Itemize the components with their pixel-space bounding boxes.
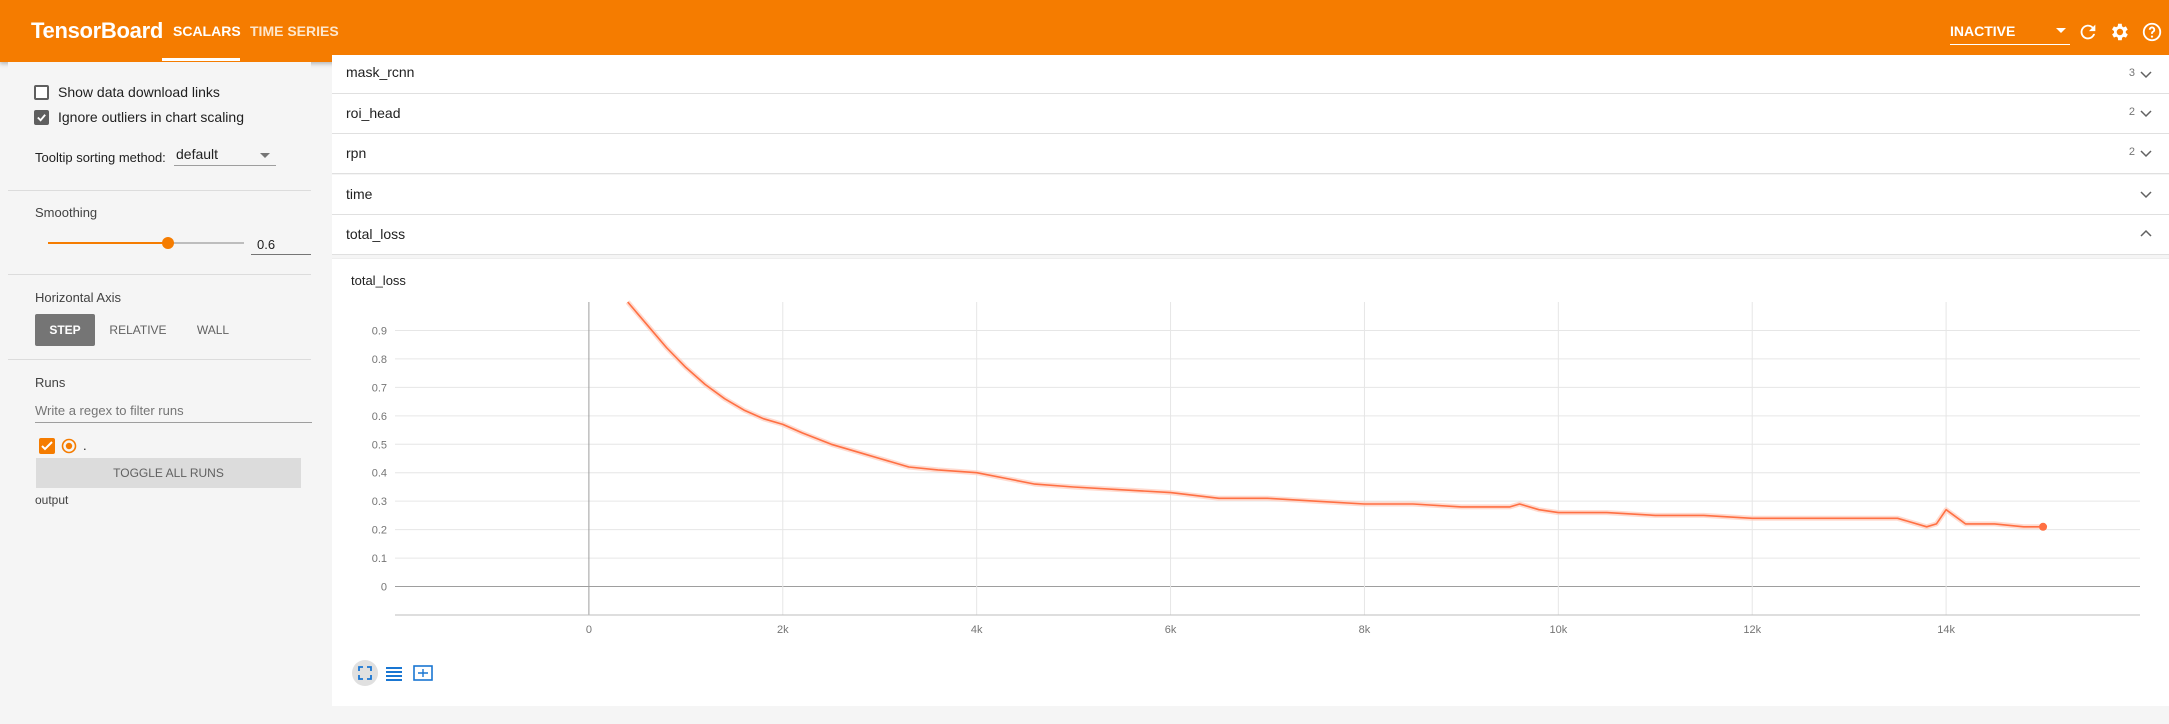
group-row-roi-head[interactable]: roi_head 2 <box>332 94 2169 134</box>
chevron-down-icon <box>2140 150 2152 158</box>
top-app-bar: TensorBoard SCALARS TIME SERIES INACTIVE <box>0 0 2169 62</box>
smoothing-value: 0.6 <box>257 237 276 252</box>
y-tick-label: 0.1 <box>372 553 387 565</box>
y-tick-label: 0.7 <box>372 382 387 394</box>
status-dropdown[interactable]: INACTIVE <box>1950 20 2070 45</box>
chevron-down-icon <box>2140 110 2152 118</box>
smoothing-heading: Smoothing <box>35 205 98 220</box>
y-tick-label: 0.4 <box>372 468 387 480</box>
runs-heading: Runs <box>35 375 66 390</box>
scalar-card <box>332 258 2169 706</box>
ignore-outliers-label: Ignore outliers in chart scaling <box>58 109 244 125</box>
line-chart[interactable]: 0 0.1 0.2 0.3 0.4 0.5 0.6 0.7 0.8 0.9 0 2k 4k 6k 8k 10k… <box>340 290 2160 660</box>
group-name: total_loss <box>346 226 406 242</box>
refresh-icon[interactable] <box>2077 21 2099 43</box>
group-count: 3 <box>2128 67 2135 79</box>
run-checkbox[interactable] <box>39 438 55 454</box>
chevron-down-icon <box>260 153 270 158</box>
toggle-y-log-icon[interactable] <box>381 660 407 686</box>
run-filter-input[interactable]: Write a regex to filter runs <box>35 400 312 423</box>
x-tick-label: 14k <box>1937 624 1955 636</box>
settings-icon[interactable] <box>2108 21 2130 43</box>
x-tick-label: 4k <box>971 624 983 636</box>
group-row-rpn[interactable]: rpn 2 <box>332 134 2169 174</box>
help-icon[interactable] <box>2141 21 2163 43</box>
show-download-links-checkbox[interactable] <box>34 85 49 100</box>
tooltip-sorting-select[interactable]: default <box>174 145 276 166</box>
smoothing-input[interactable]: 0.6 <box>251 232 311 255</box>
series-last-point <box>2039 522 2048 531</box>
run-color-radio-icon[interactable] <box>61 438 77 454</box>
run-filter-placeholder: Write a regex to filter runs <box>35 403 184 418</box>
smoothing-slider-fill <box>48 242 168 244</box>
fit-domain-icon[interactable] <box>410 660 436 686</box>
y-tick-label: 0.2 <box>372 525 387 537</box>
x-tick-label: 8k <box>1359 624 1371 636</box>
show-download-links-label: Show data download links <box>58 84 220 100</box>
active-tab-indicator <box>162 58 240 61</box>
tab-time-series[interactable]: TIME SERIES <box>250 23 339 39</box>
axis-wall-button[interactable]: WALL <box>196 323 230 337</box>
axis-relative-button[interactable]: RELATIVE <box>109 323 167 337</box>
chevron-down-icon <box>2056 28 2066 33</box>
horizontal-axis-heading: Horizontal Axis <box>35 290 121 305</box>
y-tick-label: 0.5 <box>372 439 387 451</box>
y-tick-label: 0.6 <box>372 411 387 423</box>
divider <box>8 190 311 191</box>
chevron-down-icon <box>2140 71 2152 79</box>
y-tick-label: 0 <box>381 582 387 594</box>
group-row-total-loss[interactable]: total_loss <box>332 215 2169 255</box>
group-count: 2 <box>2128 146 2135 158</box>
checkmark-icon <box>41 441 53 451</box>
status-value: INACTIVE <box>1950 23 2016 39</box>
smoothing-slider-handle[interactable] <box>162 237 174 249</box>
chevron-up-icon <box>2140 229 2152 237</box>
tooltip-sorting-label: Tooltip sorting method: <box>35 150 166 165</box>
chevron-down-icon <box>2140 191 2152 199</box>
group-name: roi_head <box>346 105 401 121</box>
divider <box>8 274 311 275</box>
x-tick-label: 10k <box>1549 624 1567 636</box>
output-directory: output <box>35 493 69 507</box>
ignore-outliers-checkbox[interactable] <box>34 110 49 125</box>
group-name: rpn <box>346 145 367 161</box>
axis-step-button[interactable]: STEP <box>35 314 95 346</box>
series-raw-line <box>625 300 2044 530</box>
group-name: mask_rcnn <box>346 64 415 80</box>
app-title: TensorBoard <box>31 18 163 43</box>
run-name: . <box>83 438 87 453</box>
y-tick-label: 0.8 <box>372 354 387 366</box>
toggle-all-runs-button[interactable]: TOGGLE ALL RUNS <box>36 458 301 488</box>
group-name: time <box>346 186 373 202</box>
x-tick-label: 6k <box>1165 624 1177 636</box>
y-tick-label: 0.3 <box>372 496 387 508</box>
series-line <box>627 301 2044 528</box>
x-tick-label: 0 <box>586 624 592 636</box>
card-title: total_loss <box>351 273 406 288</box>
tooltip-sorting-value: default <box>176 146 219 162</box>
group-count: 2 <box>2128 106 2135 118</box>
smoothing-slider-track[interactable] <box>168 242 244 244</box>
divider <box>8 359 311 360</box>
group-row-time[interactable]: time <box>332 175 2169 215</box>
fullscreen-icon[interactable] <box>352 660 378 686</box>
group-row-mask-rcnn[interactable]: mask_rcnn 3 <box>332 55 2169 94</box>
tab-scalars[interactable]: SCALARS <box>173 23 241 39</box>
sidebar: Show data download links Ignore outliers… <box>8 62 312 724</box>
checkmark-icon <box>37 114 46 122</box>
y-tick-label: 0.9 <box>372 325 387 337</box>
x-tick-label: 2k <box>777 624 789 636</box>
x-tick-label: 12k <box>1743 624 1761 636</box>
